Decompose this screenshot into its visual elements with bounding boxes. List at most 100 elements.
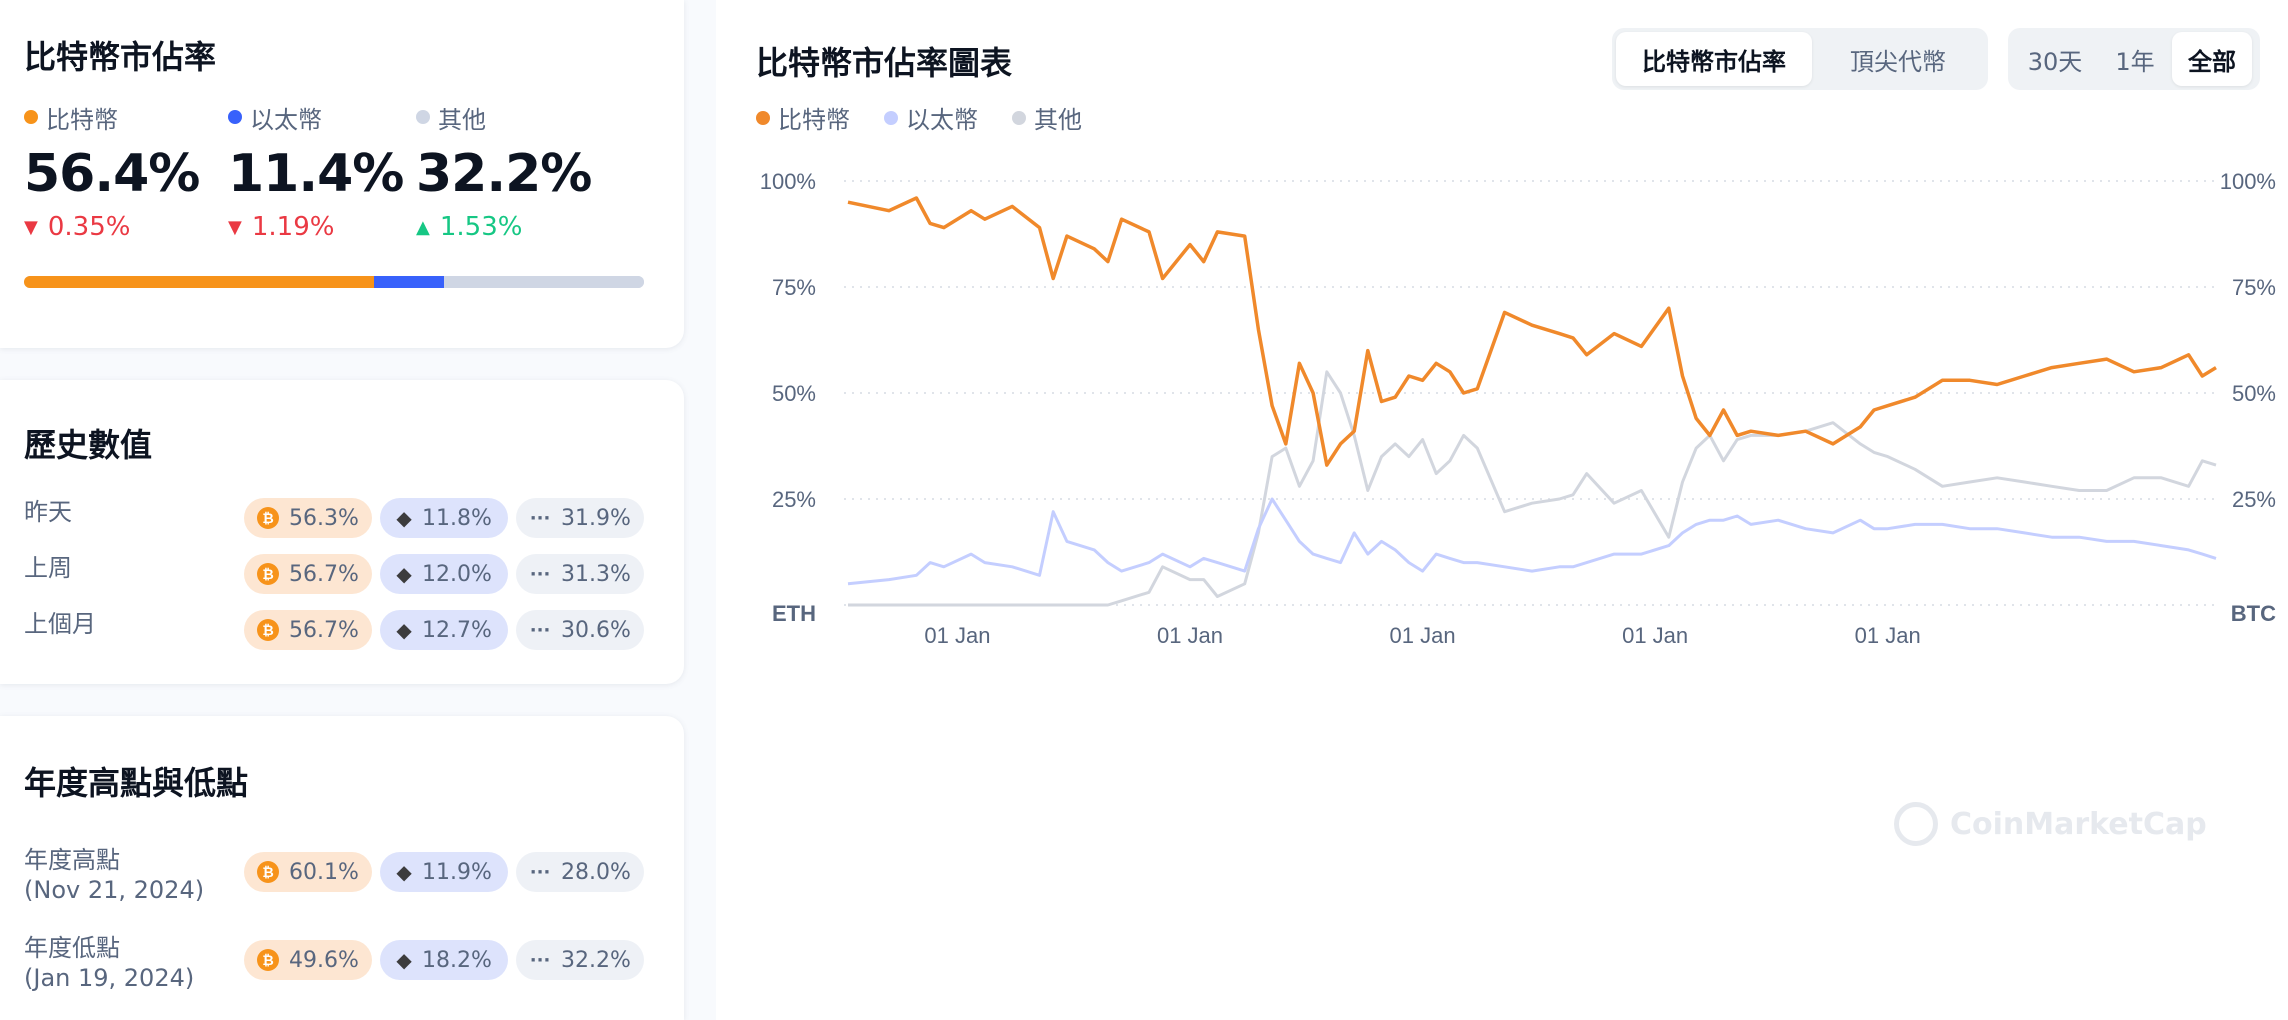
dominance-bar-btc [24, 276, 374, 288]
dominance-other: 其他 32.2% ▲ 1.53% [416, 100, 592, 242]
yearly-row-label: 年度低點 [24, 934, 120, 962]
legend-label: 比特幣 [778, 106, 850, 134]
yearly-card: 年度高點與低點 年度高點 (Nov 21, 2024) ₿ 60.1% ◆ 11.9… [0, 716, 684, 1020]
history-row: 上個月 ₿ 56.7% ◆ 12.7% ··· 30.6% [24, 610, 644, 650]
other-pill: ··· 30.6% [516, 610, 644, 650]
dominance-card: 比特幣市佔率 比特幣 56.4% ▼ 0.35% 以太幣 11.4% ▼ 1.19%… [0, 0, 684, 348]
x-tick-label: 01 Jan [1390, 623, 1456, 648]
btc-value: 56.7% [289, 561, 359, 587]
chart-type-toggle: 比特幣市佔率 頂尖代幣 [1612, 28, 1988, 90]
dominance-btc-value: 56.4% [24, 144, 200, 204]
y-tick-label-left: 50% [772, 381, 816, 406]
dominance-eth-label: 以太幣 [250, 105, 322, 134]
chart-card: 比特幣市佔率圖表 比特幣市佔率 頂尖代幣 30天 1年 全部 比特幣 以太幣 其… [716, 0, 2288, 1020]
legend-label: 其他 [1034, 106, 1082, 134]
btc-series-line [847, 196, 2217, 467]
y-tick-label-right: 75% [2232, 275, 2276, 300]
tab-btc-dominance[interactable]: 比特幣市佔率 [1616, 32, 1812, 86]
dominance-bar-eth [373, 276, 445, 288]
eth-value: 11.8% [422, 505, 492, 531]
other-value: 31.9% [561, 505, 631, 531]
other-pill: ··· 31.9% [516, 498, 644, 538]
ethereum-icon: ◆ [396, 618, 412, 642]
other-legend-dot-icon [1012, 110, 1026, 125]
legend-item-eth[interactable]: 以太幣 [884, 100, 978, 135]
more-icon: ··· [529, 861, 551, 883]
coinmarketcap-watermark: CoinMarketCap [1894, 802, 2207, 846]
yearly-row-label: 年度高點 [24, 846, 120, 874]
bitcoin-icon: ₿ [257, 507, 280, 529]
eth-value: 12.0% [422, 561, 492, 587]
more-icon: ··· [529, 507, 551, 529]
eth-value: 11.9% [422, 859, 492, 885]
bitcoin-icon: ₿ [257, 861, 280, 883]
eth-dot-icon [228, 110, 242, 124]
other-pill: ··· 28.0% [516, 852, 644, 892]
dominance-eth-value: 11.4% [228, 144, 404, 204]
caret-down-icon: ▼ [228, 216, 242, 238]
other-pill: ··· 32.2% [516, 940, 644, 980]
other-value: 28.0% [561, 859, 631, 885]
coinmarketcap-logo-icon [1894, 802, 1938, 846]
eth-value: 12.7% [422, 617, 492, 643]
btc-dot-icon [24, 110, 38, 124]
legend-item-btc[interactable]: 比特幣 [756, 100, 850, 135]
yearly-row-date: (Jan 19, 2024) [24, 964, 195, 992]
dominance-other-value: 32.2% [416, 144, 592, 204]
x-tick-label: 01 Jan [1855, 623, 1921, 648]
btc-value: 49.6% [289, 947, 359, 973]
range-1y-button[interactable]: 1年 [2115, 47, 2155, 76]
dominance-btc-label: 比特幣 [46, 105, 118, 134]
btc-pill: ₿ 56.7% [244, 554, 372, 594]
dominance-title: 比特幣市佔率 [24, 38, 217, 76]
btc-pill: ₿ 49.6% [244, 940, 372, 980]
history-row: 上周 ₿ 56.7% ◆ 12.0% ··· 31.3% [24, 554, 644, 594]
legend-label: 以太幣 [906, 106, 978, 134]
y-tick-label-right: 50% [2232, 381, 2276, 406]
other-dot-icon [416, 110, 430, 124]
y-tick-label-left: 100% [760, 169, 816, 194]
yearly-row: 年度高點 (Nov 21, 2024) ₿ 60.1% ◆ 11.9% ··· 28.… [24, 846, 644, 904]
more-icon: ··· [529, 949, 551, 971]
bitcoin-icon: ₿ [257, 619, 280, 641]
x-tick-label: 01 Jan [1157, 623, 1223, 648]
eth-pill: ◆ 11.8% [380, 498, 508, 538]
eth-pill: ◆ 11.9% [380, 852, 508, 892]
watermark-text: CoinMarketCap [1950, 806, 2207, 842]
dominance-bar-other [444, 276, 644, 288]
x-tick-label: 01 Jan [924, 623, 990, 648]
ethereum-icon: ◆ [396, 562, 412, 586]
history-card: 歷史數值 昨天 ₿ 56.3% ◆ 11.8% ··· 31.9% 上周 ₿ 56.7%… [0, 380, 684, 684]
y-tick-label-right: 25% [2232, 487, 2276, 512]
y-tick-label-right: BTC [2231, 601, 2276, 626]
more-icon: ··· [529, 619, 551, 641]
caret-down-icon: ▼ [24, 216, 38, 238]
other-value: 30.6% [561, 617, 631, 643]
eth-pill: ◆ 18.2% [380, 940, 508, 980]
more-icon: ··· [529, 563, 551, 585]
eth-pill: ◆ 12.7% [380, 610, 508, 650]
tab-top-tokens[interactable]: 頂尖代幣 [1850, 47, 1946, 76]
legend-item-other[interactable]: 其他 [1012, 100, 1082, 135]
dominance-eth-change: 1.19% [251, 212, 335, 242]
yearly-title: 年度高點與低點 [24, 764, 249, 802]
y-tick-label-left: ETH [772, 601, 816, 626]
other-series-line [848, 370, 2217, 607]
btc-pill: ₿ 56.7% [244, 610, 372, 650]
chart-legend: 比特幣 以太幣 其他 [756, 100, 1116, 135]
other-value: 31.3% [561, 561, 631, 587]
other-pill: ··· 31.3% [516, 554, 644, 594]
btc-pill: ₿ 56.3% [244, 498, 372, 538]
range-all-button[interactable]: 全部 [2172, 32, 2252, 86]
btc-pill: ₿ 60.1% [244, 852, 372, 892]
dominance-eth: 以太幣 11.4% ▼ 1.19% [228, 100, 404, 242]
bitcoin-icon: ₿ [257, 563, 280, 585]
other-value: 32.2% [561, 947, 631, 973]
dominance-chart[interactable]: 100% 75% 50% 25% ETH 100% 75% 50% 25% BTC 01 Jan 01… [716, 150, 2288, 950]
range-30d-button[interactable]: 30天 [2027, 47, 2083, 76]
dominance-other-change: 1.53% [439, 212, 523, 242]
dominance-btc: 比特幣 56.4% ▼ 0.35% [24, 100, 200, 242]
dominance-btc-change: 0.35% [47, 212, 131, 242]
eth-legend-dot-icon [884, 110, 898, 125]
ethereum-icon: ◆ [396, 506, 412, 530]
